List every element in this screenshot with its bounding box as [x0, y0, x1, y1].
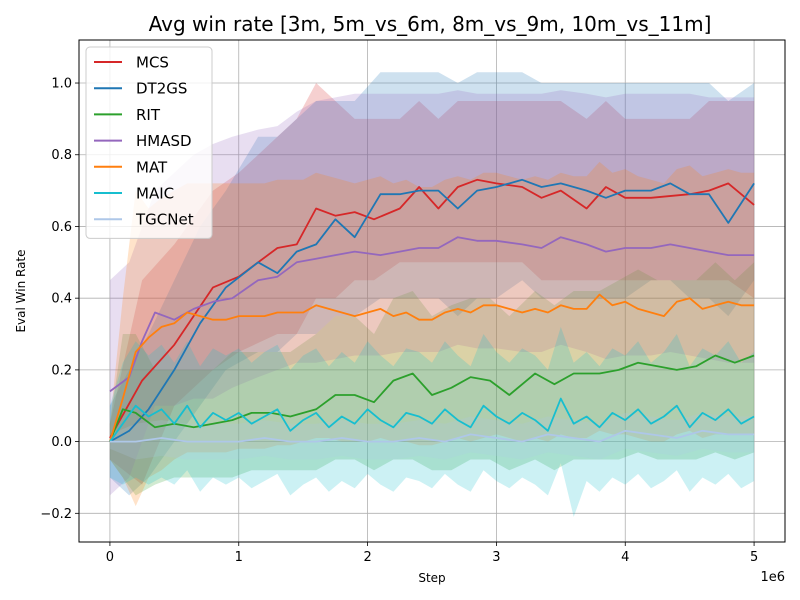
legend-label-dt2gs: DT2GS [136, 80, 187, 98]
x-axis-label: Step [418, 571, 445, 585]
x-tick-label: 2 [363, 550, 371, 565]
line-rit [109, 354, 755, 442]
series-lines [109, 178, 755, 443]
line-tgcnet [109, 429, 755, 443]
band-rit [109, 262, 755, 496]
legend-box [85, 46, 213, 239]
x-axis-offset-label: 1e6 [760, 570, 785, 585]
y-tick-label: 0.2 [51, 363, 72, 378]
y-tick-label: 0.6 [51, 220, 72, 235]
line-hmasd [109, 236, 755, 393]
line-maic [109, 397, 755, 443]
band-hmasd [109, 90, 755, 496]
legend-label-rit: RIT [136, 106, 161, 124]
y-tick-label: 0.4 [51, 292, 72, 307]
y-tick-label: 1.0 [51, 77, 72, 92]
line-mat [109, 293, 755, 442]
x-tick-label: 5 [750, 550, 758, 565]
legend-label-mat: MAT [136, 158, 168, 176]
x-tick-label: 0 [106, 550, 114, 565]
x-tick-label: 4 [621, 550, 629, 565]
legend-label-maic: MAIC [136, 185, 174, 203]
y-tick-label: −0.2 [40, 507, 72, 522]
band-mcs [109, 83, 755, 485]
y-tick-label: 0.0 [51, 435, 72, 450]
legend-label-mcs: MCS [136, 54, 169, 72]
legend-label-hmasd: HMASD [136, 132, 192, 150]
y-tick-label: 0.8 [51, 148, 72, 163]
band-dt2gs [109, 72, 755, 496]
y-axis-label: Eval Win Rate [14, 249, 28, 332]
band-mat [109, 161, 755, 507]
x-tick-label: 1 [235, 550, 243, 565]
plot-frame [78, 39, 786, 543]
chart-title: Avg win rate [3m, 5m_vs_6m, 8m_vs_9m, 10… [149, 12, 712, 36]
confidence-bands [109, 72, 755, 517]
line-dt2gs [109, 178, 755, 443]
legend-label-tgcnet: TGCNet [135, 211, 194, 229]
legend: MCS DT2GS RIT HMASD MAT MAIC TGCNet [85, 46, 213, 239]
axis-ticks: 0 1 2 3 4 5 −0.2 0.0 0.2 0.4 0.6 0.8 1.0 [40, 77, 758, 565]
band-tgcnet [109, 412, 755, 460]
x-tick-label: 3 [492, 550, 500, 565]
